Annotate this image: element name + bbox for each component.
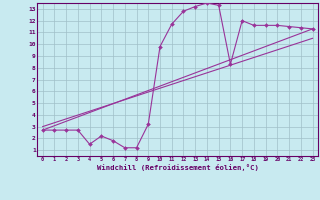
X-axis label: Windchill (Refroidissement éolien,°C): Windchill (Refroidissement éolien,°C) (97, 164, 259, 171)
